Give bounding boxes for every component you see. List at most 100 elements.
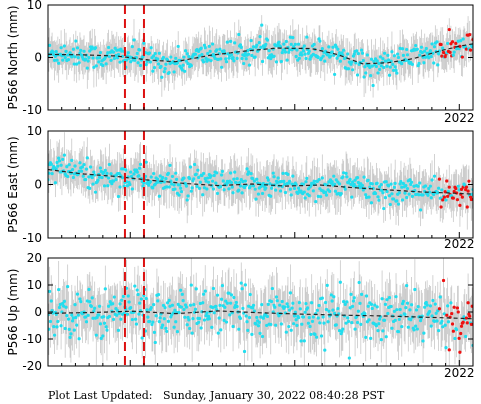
observation-point bbox=[111, 317, 116, 322]
observation-point bbox=[456, 184, 460, 188]
observation-point bbox=[66, 284, 70, 289]
recent-observation-point bbox=[450, 40, 455, 44]
observation-point bbox=[360, 183, 365, 188]
observation-point bbox=[440, 319, 444, 323]
recent-observation-point bbox=[437, 177, 442, 181]
observation-point bbox=[342, 171, 346, 175]
observation-point bbox=[206, 176, 210, 180]
observation-point bbox=[414, 43, 418, 48]
recent-observation-point bbox=[451, 329, 455, 333]
observation-point bbox=[296, 42, 301, 46]
observation-point bbox=[206, 58, 211, 62]
recent-observation-point bbox=[452, 305, 456, 309]
observation-point bbox=[364, 335, 368, 339]
observation-point bbox=[289, 193, 293, 197]
observation-point bbox=[120, 298, 124, 302]
observation-point bbox=[142, 41, 146, 45]
recent-observation-point bbox=[461, 320, 465, 324]
observation-point bbox=[158, 174, 162, 178]
observation-point bbox=[157, 320, 161, 324]
observation-point bbox=[339, 191, 343, 196]
observation-point bbox=[140, 336, 144, 340]
recent-observation-point bbox=[439, 42, 443, 47]
observation-point bbox=[247, 170, 251, 174]
observation-point bbox=[404, 306, 408, 310]
observation-point bbox=[233, 41, 237, 45]
observation-point bbox=[423, 305, 427, 309]
recent-observation-point bbox=[447, 27, 451, 32]
observation-point bbox=[103, 168, 107, 172]
observation-point bbox=[170, 182, 174, 186]
observation-point bbox=[209, 59, 213, 63]
observation-point bbox=[132, 172, 136, 176]
observation-point bbox=[82, 49, 86, 53]
observation-point bbox=[364, 195, 369, 200]
observation-point bbox=[118, 60, 122, 64]
observation-point bbox=[247, 304, 251, 308]
observation-point bbox=[280, 299, 284, 304]
observation-point bbox=[327, 309, 331, 313]
observation-point bbox=[100, 175, 104, 180]
observation-point bbox=[320, 176, 324, 180]
observation-point bbox=[305, 306, 310, 310]
observation-point bbox=[111, 302, 115, 306]
observation-point bbox=[391, 68, 396, 73]
observation-point bbox=[424, 300, 428, 305]
observation-point bbox=[135, 288, 139, 292]
observation-point bbox=[237, 32, 241, 37]
observation-point bbox=[288, 35, 292, 39]
data-layer bbox=[48, 132, 473, 230]
observation-point bbox=[49, 162, 53, 166]
observation-point bbox=[126, 294, 130, 298]
observation-point bbox=[267, 48, 271, 53]
observation-point bbox=[302, 339, 306, 343]
observation-point bbox=[311, 189, 315, 193]
observation-point bbox=[166, 319, 170, 324]
observation-point bbox=[289, 42, 293, 46]
observation-point bbox=[149, 46, 153, 50]
observation-point bbox=[306, 321, 311, 325]
observation-point bbox=[379, 338, 383, 342]
observation-point bbox=[74, 39, 78, 43]
observation-point bbox=[220, 173, 224, 177]
observation-point bbox=[201, 292, 206, 296]
recent-observation-point bbox=[455, 306, 460, 310]
observation-point bbox=[398, 46, 402, 50]
observation-point bbox=[210, 42, 215, 46]
observation-point bbox=[84, 57, 88, 61]
observation-point bbox=[168, 163, 172, 167]
observation-point bbox=[129, 170, 133, 174]
observation-point bbox=[421, 339, 425, 343]
observation-point bbox=[70, 319, 75, 323]
observation-point bbox=[392, 309, 396, 313]
observation-point bbox=[48, 289, 52, 294]
recent-observation-point bbox=[437, 307, 442, 311]
observation-point bbox=[278, 189, 283, 193]
observation-point bbox=[253, 55, 257, 59]
observation-point bbox=[182, 55, 186, 59]
observation-point bbox=[237, 188, 241, 192]
observation-point bbox=[92, 65, 96, 69]
observation-point bbox=[71, 47, 75, 51]
observation-point bbox=[177, 310, 181, 315]
observation-point bbox=[112, 295, 116, 299]
observation-point bbox=[399, 180, 403, 184]
observation-point bbox=[234, 181, 238, 185]
recent-observation-point bbox=[441, 198, 445, 202]
observation-point bbox=[287, 50, 291, 54]
observation-point bbox=[225, 40, 229, 44]
observation-point bbox=[433, 302, 437, 306]
observation-point bbox=[326, 320, 330, 324]
observation-point bbox=[197, 316, 202, 321]
observation-point bbox=[183, 315, 187, 319]
observation-point bbox=[135, 51, 139, 56]
observation-point bbox=[174, 177, 179, 181]
observation-point bbox=[255, 177, 259, 181]
observation-point bbox=[302, 44, 306, 48]
observation-point bbox=[362, 75, 366, 79]
observation-point bbox=[197, 320, 201, 324]
observation-point bbox=[366, 304, 370, 308]
observation-point bbox=[301, 49, 306, 53]
observation-point bbox=[119, 317, 123, 321]
observation-point bbox=[394, 295, 398, 299]
